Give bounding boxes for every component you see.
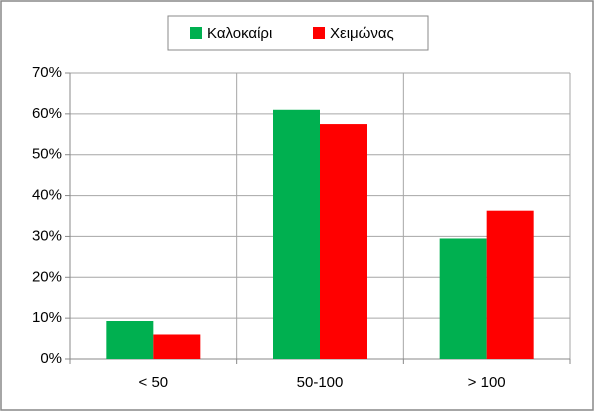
- y-tick-label: 30%: [32, 227, 62, 244]
- bar: [153, 334, 201, 359]
- bar: [273, 109, 320, 360]
- y-tick-label: 40%: [32, 187, 62, 204]
- legend-box: [167, 15, 429, 51]
- legend-label: Χειμώνας: [330, 25, 394, 42]
- y-tick-label: 0%: [40, 350, 62, 367]
- y-tick-label: 50%: [32, 146, 62, 163]
- legend-label: Καλοκαίρι: [207, 25, 272, 42]
- y-tick-label: 60%: [32, 105, 62, 122]
- x-tick-label: 50-100: [297, 374, 344, 391]
- y-tick-label: 70%: [32, 64, 62, 81]
- bar: [439, 238, 487, 359]
- x-tick-label: < 50: [139, 374, 169, 391]
- bar: [320, 124, 367, 359]
- y-tick-label: 20%: [32, 268, 62, 285]
- x-tick-label: > 100: [468, 374, 506, 391]
- bar: [486, 210, 534, 359]
- legend-swatch: [313, 27, 325, 39]
- y-tick-label: 10%: [32, 309, 62, 326]
- legend-swatch: [190, 27, 202, 39]
- bar: [106, 321, 154, 359]
